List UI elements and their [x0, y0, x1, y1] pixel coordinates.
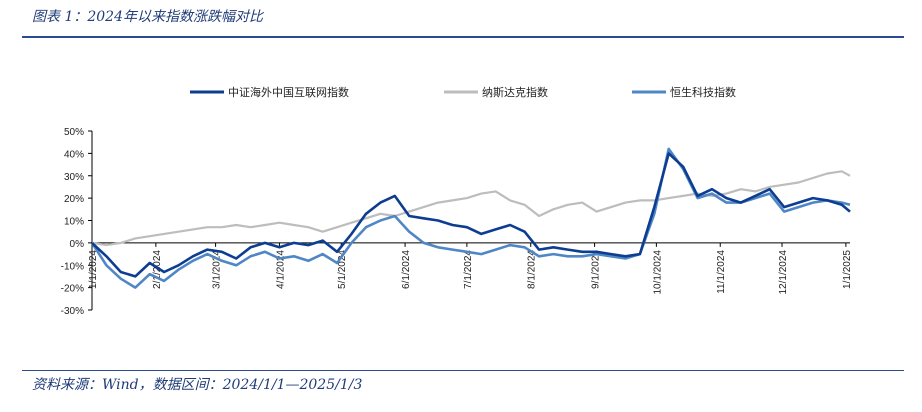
y-tick-label: 0% [70, 239, 85, 250]
y-tick-label: -10% [61, 261, 84, 272]
x-tick-label: 1/1/2024 [88, 250, 99, 289]
legend-label: 恒生科技指数 [670, 85, 736, 99]
series-line-0 [91, 152, 851, 278]
figure-title: 图表 1：2024年以来指数涨跌幅对比 [32, 9, 263, 25]
y-tick-label: -20% [61, 284, 84, 295]
x-tick-label: 11/1/2024 [716, 250, 727, 294]
chart-legend: 中证海外中国互联网指数 纳斯达克指数 恒生科技指数 [190, 85, 736, 99]
y-axis: 50% 40% 30% 20% 10% 0% -10% -20% -30% [61, 127, 93, 317]
y-tick-label: 40% [64, 149, 84, 160]
legend-label: 中证海外中国互联网指数 [228, 85, 349, 99]
x-tick-label: 9/1/2024 [591, 250, 602, 289]
y-tick-label: 10% [64, 217, 84, 228]
x-tick-label: 8/1/2024 [527, 250, 538, 289]
bottom-divider [22, 370, 904, 371]
series-line-2 [90, 147, 851, 289]
x-tick-label: 1/1/2025 [842, 250, 853, 289]
top-divider [22, 36, 904, 38]
x-tick-label: 3/1/2024 [212, 250, 223, 289]
x-tick-label: 10/1/2024 [652, 250, 663, 295]
x-tick-label: 6/1/2024 [401, 250, 412, 289]
series-lines [90, 147, 851, 289]
y-tick-label: -30% [61, 306, 84, 317]
series-line-1 [91, 170, 851, 247]
y-tick-label: 20% [64, 194, 84, 205]
y-tick-label: 30% [64, 172, 84, 183]
x-tick-label: 4/1/2024 [275, 250, 286, 289]
source-note: 资料来源：Wind，数据区间：2024/1/1—2025/1/3 [32, 377, 363, 393]
x-tick-label: 5/1/2024 [337, 250, 348, 289]
x-tick-label: 7/1/2024 [463, 250, 474, 289]
legend-label: 纳斯达克指数 [482, 85, 548, 99]
y-tick-label: 50% [64, 127, 84, 138]
x-tick-label: 12/1/2024 [778, 250, 789, 295]
